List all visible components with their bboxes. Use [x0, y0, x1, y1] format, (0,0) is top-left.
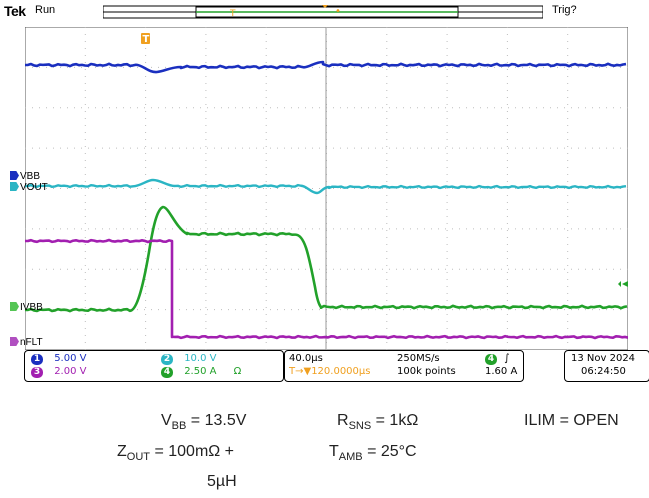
svg-text:•: •	[335, 6, 341, 17]
ch3-nflt-trace	[25, 238, 628, 340]
ch2-vout-trace	[25, 178, 627, 195]
record-length: 100k points	[397, 366, 456, 377]
ch2-badge: 2	[161, 354, 173, 365]
rising-edge-icon: ∫	[504, 353, 510, 364]
ch1-scale-readout[interactable]: 1 5.00 V	[31, 353, 86, 365]
channel-3-marker-icon	[10, 337, 19, 346]
horizontal-scale: 40.0µs	[289, 353, 323, 364]
ch4-badge: 4	[161, 367, 173, 378]
channel-1-marker-icon	[10, 171, 19, 180]
condition-tamb: TAMB = 25°C	[329, 443, 417, 464]
trigger-level-marker	[622, 281, 628, 287]
svg-text:T: T	[143, 34, 150, 45]
trigger-offset-readout: T→▼120.0000µs	[289, 366, 371, 377]
condition-vbb: VBB = 13.5V	[161, 412, 247, 433]
record-position-bar[interactable]: T •	[103, 5, 543, 19]
vertical-scale-box[interactable]: 1 5.00 V 3 2.00 V 2 10.0 V 4 2.50 A Ω	[24, 350, 284, 382]
ch4-scale-readout[interactable]: 4 2.50 A Ω	[161, 366, 241, 378]
ch4-ivbb-trace	[25, 205, 628, 313]
condition-zout: ZOUT = 100mΩ +	[117, 443, 235, 464]
timebase-box[interactable]: 40.0µs T→▼120.0000µs 250MS/s 100k points…	[284, 350, 524, 382]
omega-icon: Ω	[233, 366, 242, 377]
readout-panel: 1 5.00 V 3 2.00 V 2 10.0 V 4 2.50 A Ω 40…	[24, 350, 649, 382]
channel-4-marker-icon	[10, 302, 19, 311]
date-readout: 13 Nov 2024	[571, 353, 636, 364]
condition-rsns: RSNS = 1kΩ	[337, 412, 419, 433]
waveform-traces	[25, 60, 628, 340]
acquisition-state: Run	[35, 4, 56, 16]
waveform-display[interactable]: T	[25, 27, 628, 350]
condition-zout-inductance: 5µH	[207, 473, 237, 490]
trigger-position-icon	[322, 5, 328, 8]
trigger-level: 1.60 A	[485, 366, 518, 377]
trigger-t-icon: T	[289, 366, 296, 377]
svg-text:T: T	[229, 9, 236, 19]
trigger-position-marker: T	[141, 33, 150, 45]
trigger-status: Trig?	[552, 4, 577, 16]
arrow-right-icon: →	[295, 366, 304, 377]
sample-rate: 250MS/s	[397, 353, 440, 364]
ch1-vbb-trace	[25, 60, 627, 74]
scope-status-bar: Tek Run T • Trig?	[0, 0, 649, 28]
condition-ilim: ILIM = OPEN	[524, 412, 619, 429]
trigger-source-readout: 4 ∫	[485, 353, 509, 365]
channel-2-marker-icon	[10, 182, 19, 191]
trigger-source-badge: 4	[485, 354, 497, 365]
datetime-box: 13 Nov 2024 06:24:50	[564, 350, 649, 382]
ch3-badge: 3	[31, 367, 43, 378]
ch3-scale-readout[interactable]: 3 2.00 V	[31, 366, 86, 378]
time-readout: 06:24:50	[581, 366, 626, 377]
ch2-scale-readout[interactable]: 2 10.0 V	[161, 353, 216, 365]
ch1-badge: 1	[31, 354, 43, 365]
brand-logo: Tek	[4, 3, 26, 19]
